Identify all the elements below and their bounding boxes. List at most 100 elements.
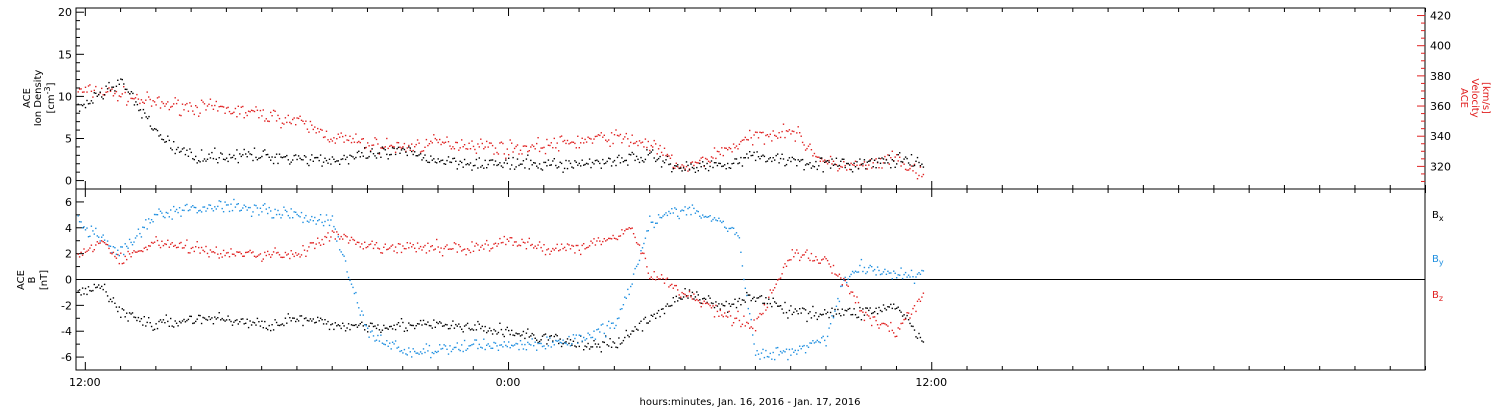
density-point bbox=[800, 159, 802, 161]
bx-point bbox=[439, 321, 441, 323]
density-point bbox=[414, 151, 416, 153]
by-point bbox=[181, 209, 184, 211]
density-point bbox=[768, 158, 770, 160]
density-point bbox=[737, 162, 739, 165]
by-point bbox=[550, 346, 552, 348]
by-point bbox=[367, 327, 369, 329]
density-point bbox=[111, 86, 113, 88]
velocity-point bbox=[697, 162, 699, 164]
density-point bbox=[312, 160, 314, 162]
bz-point bbox=[196, 241, 198, 243]
velocity-point bbox=[349, 135, 351, 137]
bx-point bbox=[105, 291, 107, 293]
by-point bbox=[272, 217, 275, 219]
by-point bbox=[549, 337, 551, 339]
by-point bbox=[712, 218, 714, 221]
density-point bbox=[625, 159, 627, 162]
bx-point bbox=[873, 311, 876, 313]
velocity-point bbox=[777, 137, 779, 139]
velocity-point bbox=[503, 153, 505, 155]
bz-point bbox=[691, 298, 694, 300]
bx-point bbox=[239, 321, 241, 323]
bz-point bbox=[646, 266, 648, 268]
bx-point bbox=[361, 321, 363, 323]
bz-point bbox=[164, 243, 166, 245]
velocity-point bbox=[355, 133, 357, 135]
velocity-point bbox=[569, 142, 572, 144]
bz-point bbox=[208, 256, 210, 258]
bx-point bbox=[121, 308, 123, 310]
density-point bbox=[180, 150, 182, 153]
velocity-point bbox=[261, 115, 263, 117]
bx-point bbox=[728, 303, 730, 305]
density-point bbox=[77, 103, 79, 105]
by-point bbox=[560, 342, 563, 344]
velocity-point bbox=[765, 134, 767, 137]
velocity-point bbox=[774, 134, 776, 137]
density-point bbox=[538, 163, 541, 165]
bz-point bbox=[888, 330, 890, 332]
bz-point bbox=[800, 256, 802, 258]
density-point bbox=[475, 158, 478, 161]
bz-point bbox=[821, 259, 823, 261]
by-point bbox=[828, 327, 830, 329]
bz-point bbox=[854, 302, 857, 304]
velocity-point bbox=[706, 158, 708, 161]
velocity-point bbox=[640, 142, 642, 144]
bx-point bbox=[838, 312, 841, 315]
by-point bbox=[794, 349, 796, 352]
density-point bbox=[403, 148, 406, 151]
bz-point bbox=[918, 298, 920, 300]
density-point bbox=[98, 94, 100, 96]
bx-point bbox=[220, 319, 222, 321]
bx-point bbox=[350, 324, 353, 326]
velocity-point bbox=[696, 162, 698, 164]
velocity-point bbox=[560, 135, 563, 137]
velocity-point bbox=[397, 142, 400, 144]
by-point bbox=[537, 342, 539, 345]
by-point bbox=[706, 216, 708, 218]
by-point bbox=[801, 345, 804, 348]
density-point bbox=[458, 163, 460, 166]
velocity-point bbox=[108, 87, 110, 89]
velocity-point bbox=[752, 144, 754, 146]
velocity-point bbox=[486, 140, 488, 143]
velocity-point bbox=[271, 115, 273, 117]
by-point bbox=[524, 343, 526, 346]
bz-point bbox=[825, 258, 827, 260]
velocity-point bbox=[890, 157, 892, 159]
density-point bbox=[735, 158, 738, 160]
velocity-point bbox=[909, 167, 911, 170]
bx-point bbox=[660, 308, 663, 310]
bz-point bbox=[643, 252, 645, 255]
velocity-point bbox=[406, 147, 408, 149]
bz-point bbox=[274, 247, 276, 249]
bx-point bbox=[383, 324, 385, 327]
by-point bbox=[303, 217, 306, 219]
velocity-point bbox=[369, 150, 372, 152]
by-point bbox=[416, 352, 419, 354]
bz-point bbox=[483, 248, 485, 250]
by-point bbox=[922, 270, 925, 272]
density-point bbox=[899, 152, 901, 154]
by-point bbox=[189, 209, 191, 211]
bz-point bbox=[402, 245, 404, 247]
bz-point bbox=[416, 242, 419, 244]
velocity-point bbox=[277, 114, 279, 117]
velocity-point bbox=[600, 132, 602, 134]
by-point bbox=[441, 347, 444, 350]
by-point bbox=[677, 215, 679, 217]
velocity-point bbox=[550, 142, 552, 144]
by-point bbox=[884, 268, 886, 271]
by-point bbox=[183, 209, 185, 212]
density-point bbox=[508, 157, 510, 159]
density-point bbox=[218, 157, 220, 159]
velocity-point bbox=[531, 144, 533, 146]
by-point bbox=[715, 219, 717, 221]
bx-point bbox=[148, 317, 150, 319]
bx-point bbox=[871, 312, 873, 315]
bz-point bbox=[801, 254, 804, 256]
by-point bbox=[722, 220, 724, 223]
density-point bbox=[89, 102, 91, 105]
velocity-point bbox=[311, 124, 313, 126]
